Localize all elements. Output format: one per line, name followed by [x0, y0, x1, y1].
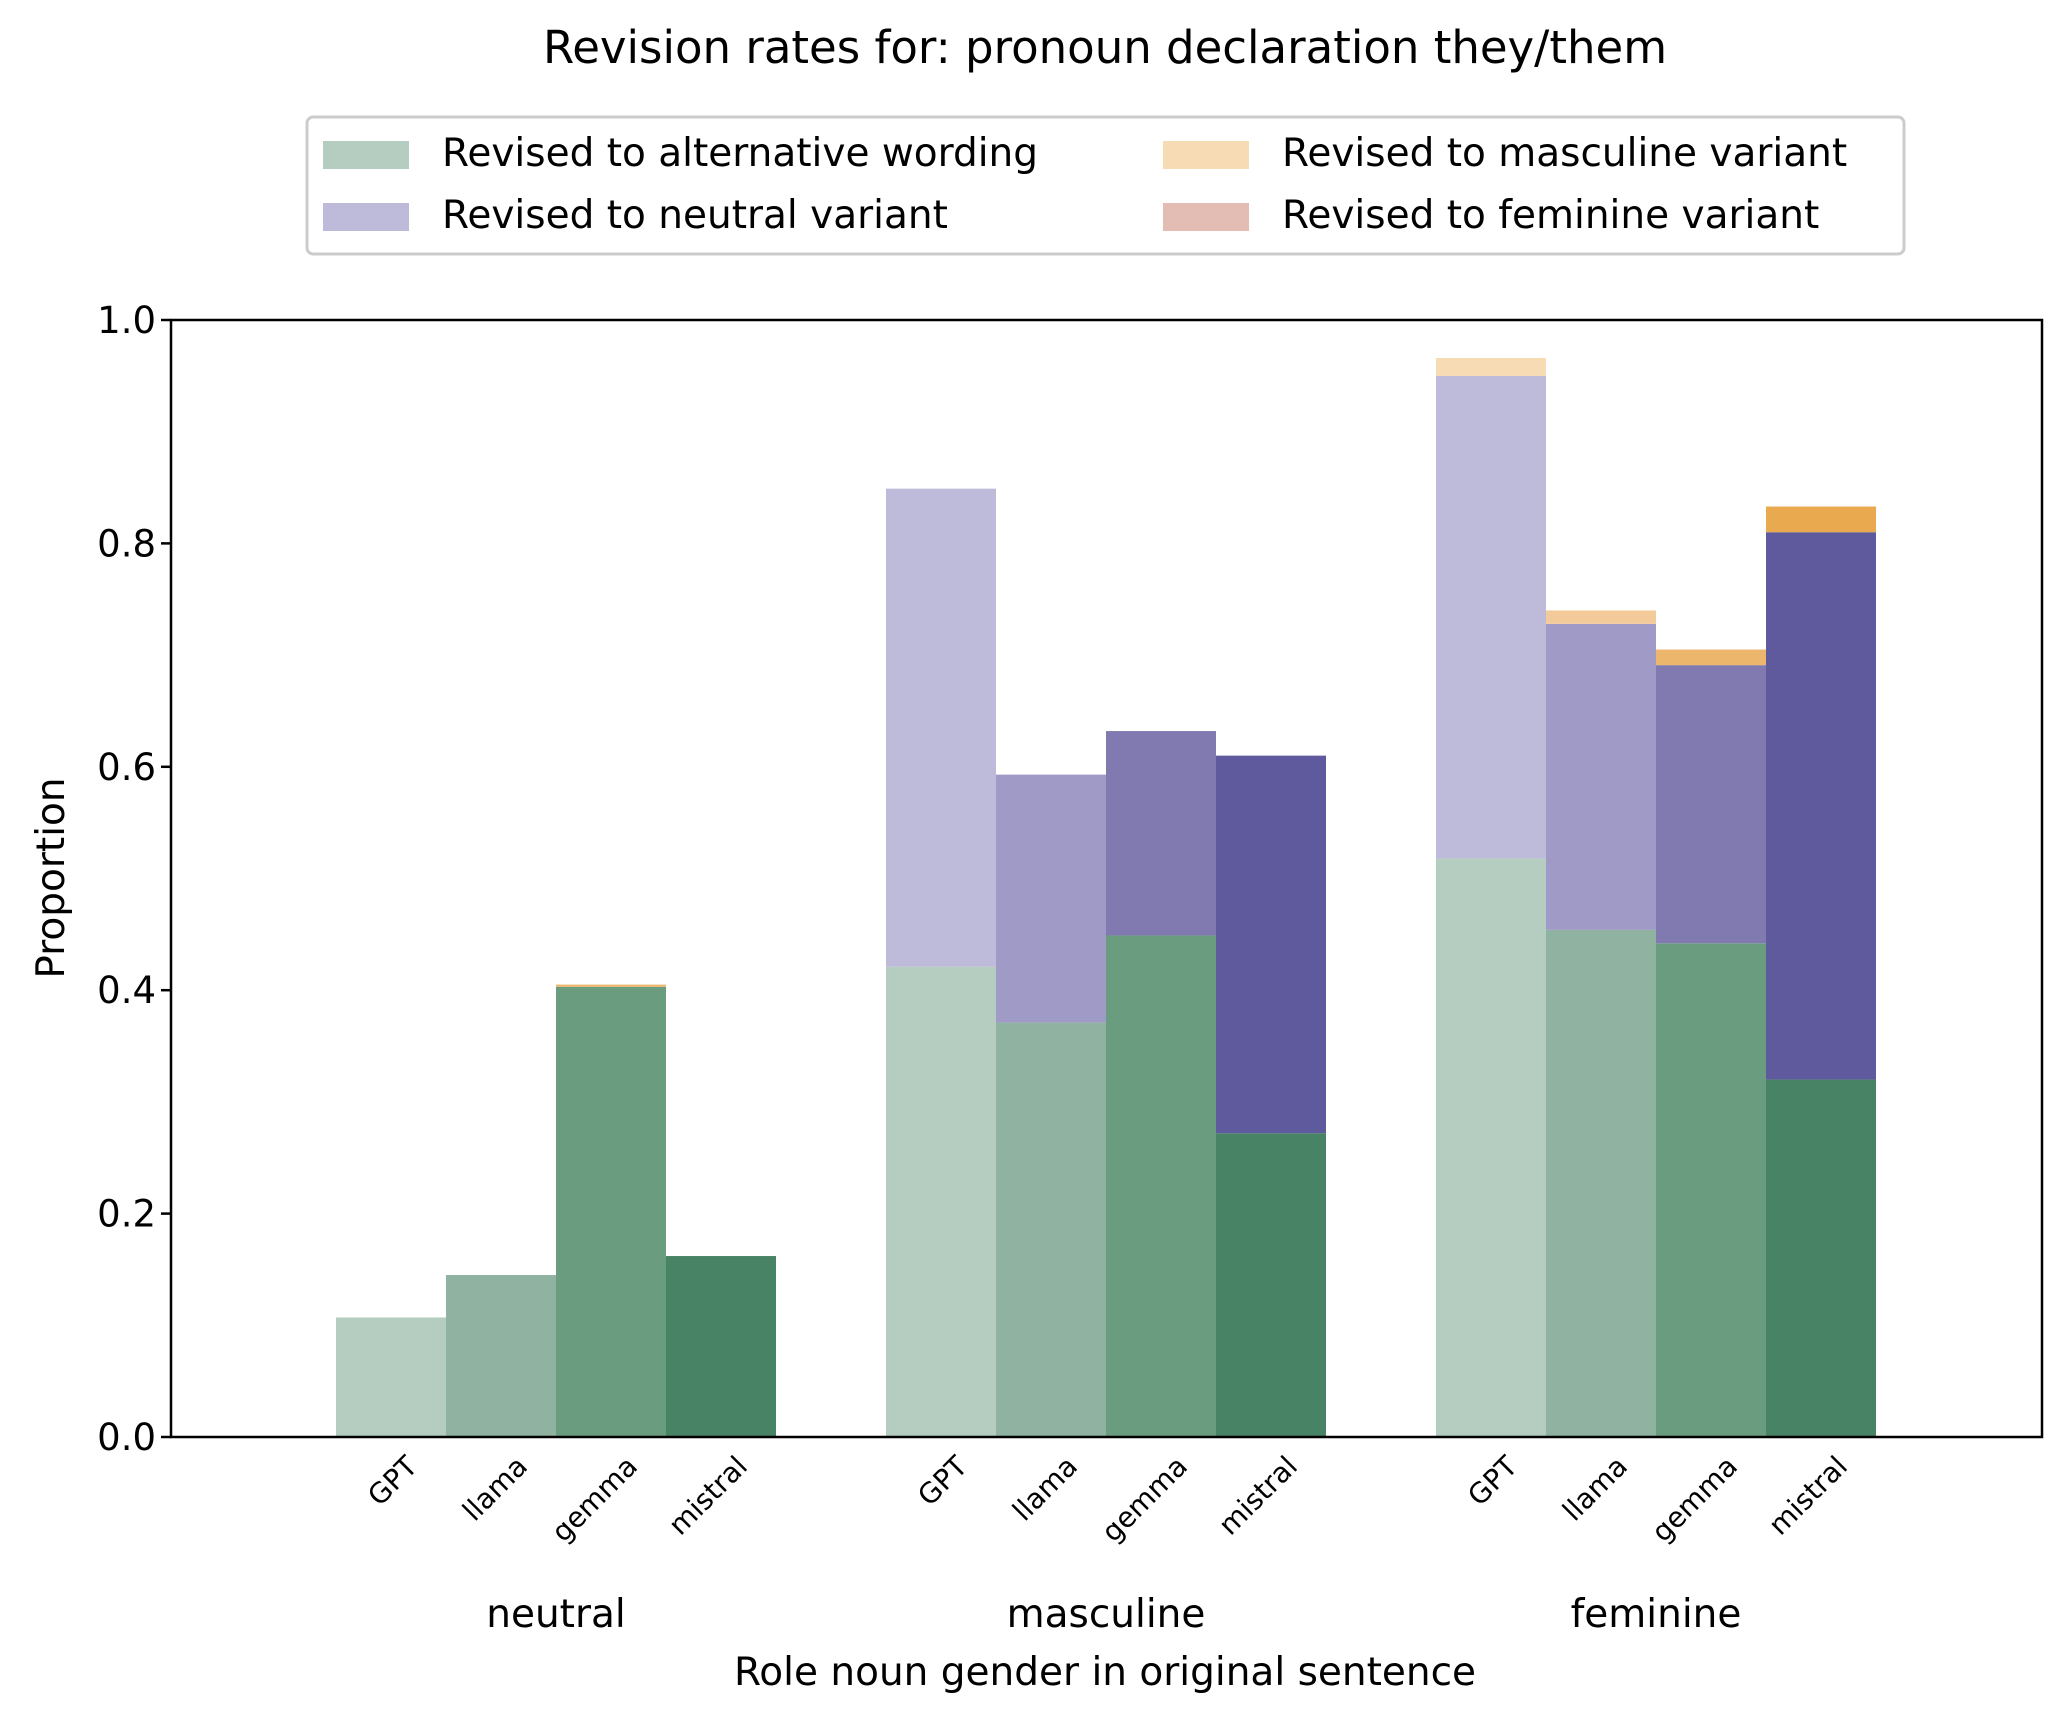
bar-masculine-GPT-neutral	[886, 488, 996, 967]
bar-neutral-mistral-alternative	[666, 1256, 776, 1437]
bar-masculine-mistral-alternative	[1216, 1133, 1326, 1437]
bar-feminine-gemma-alternative	[1656, 943, 1766, 1437]
legend-swatch-alternative	[323, 141, 409, 169]
y-tick-label: 0.8	[97, 522, 156, 565]
plot-frame	[169, 318, 2044, 1439]
legend-swatch-masculine	[1163, 141, 1249, 169]
group-label-masculine: masculine	[1007, 1592, 1206, 1637]
legend-frame	[305, 115, 1906, 256]
legend: Revised to alternative wording Revised t…	[305, 115, 1906, 256]
y-axis-ticks: 0.0 0.2 0.4 0.6 0.8 1.0	[97, 299, 171, 1459]
bar-neutral-gemma-alternative	[556, 986, 666, 1437]
bar-masculine-gemma-alternative	[1106, 935, 1216, 1437]
bar-feminine-GPT-alternative	[1436, 858, 1546, 1437]
bar-feminine-GPT-neutral	[1436, 375, 1546, 859]
bar-masculine-gemma-neutral	[1106, 731, 1216, 936]
bar-feminine-mistral-masculine	[1766, 506, 1876, 533]
bars	[336, 357, 1876, 1437]
bar-feminine-gemma-masculine	[1656, 649, 1766, 666]
bar-masculine-GPT-alternative	[886, 966, 996, 1437]
y-tick-label: 0.6	[97, 746, 156, 789]
y-tick-label: 0.2	[97, 1193, 156, 1236]
bar-feminine-gemma-neutral	[1656, 665, 1766, 944]
y-tick-label: 0.4	[97, 969, 156, 1012]
legend-swatch-neutral	[323, 203, 409, 231]
bar-feminine-llama-alternative	[1546, 929, 1656, 1437]
bar-feminine-llama-masculine	[1546, 610, 1656, 624]
group-label-feminine: feminine	[1571, 1592, 1742, 1637]
legend-swatch-feminine	[1163, 203, 1249, 231]
chart-title: Revision rates for: pronoun declaration …	[543, 21, 1667, 74]
bar-feminine-mistral-alternative	[1766, 1079, 1876, 1437]
bar-neutral-gemma-masculine	[556, 984, 666, 987]
legend-label-feminine: Revised to feminine variant	[1282, 193, 1819, 238]
y-tick-label: 1.0	[97, 299, 156, 342]
bar-neutral-GPT-alternative	[336, 1317, 446, 1437]
bar-feminine-GPT-masculine	[1436, 357, 1546, 376]
legend-label-alternative: Revised to alternative wording	[442, 131, 1038, 176]
y-axis-label: Proportion	[29, 777, 74, 978]
bar-masculine-llama-neutral	[996, 774, 1106, 1023]
bar-feminine-llama-neutral	[1546, 623, 1656, 930]
bar-masculine-llama-alternative	[996, 1022, 1106, 1437]
legend-label-neutral: Revised to neutral variant	[442, 193, 948, 238]
y-tick-label: 0.0	[97, 1416, 156, 1459]
bar-neutral-llama-alternative	[446, 1275, 556, 1437]
bar-masculine-mistral-neutral	[1216, 755, 1326, 1134]
x-axis-label: Role noun gender in original sentence	[734, 1650, 1476, 1695]
legend-label-masculine: Revised to masculine variant	[1282, 131, 1847, 176]
bar-feminine-mistral-neutral	[1766, 532, 1876, 1080]
group-label-neutral: neutral	[486, 1592, 626, 1637]
